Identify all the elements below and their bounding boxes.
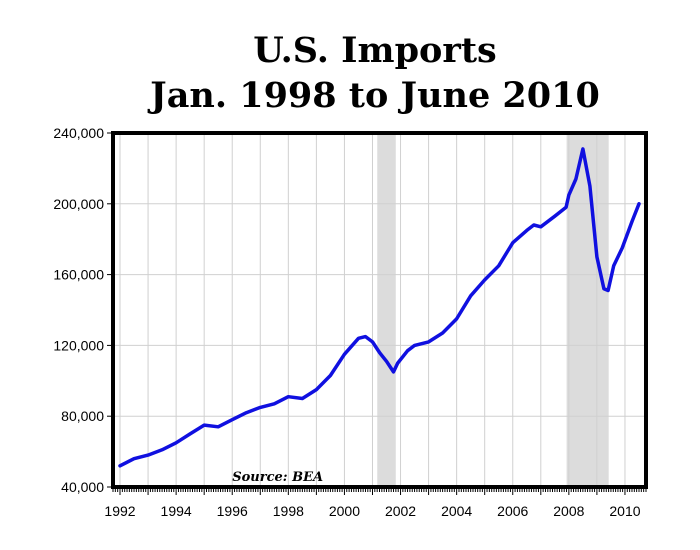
x-tick-label: 2008 xyxy=(553,503,584,519)
y-tick-label: 160,000 xyxy=(53,267,104,283)
y-tick-label: 240,000 xyxy=(53,125,104,141)
chart-title-line-1: U.S. Imports xyxy=(253,30,497,71)
recession-band-1 xyxy=(566,133,609,487)
plot-frame xyxy=(111,131,648,489)
x-tick-label: 1994 xyxy=(161,503,192,519)
y-tick-label: 120,000 xyxy=(53,337,104,353)
x-tick-label: 2002 xyxy=(385,503,416,519)
x-tick-label: 1992 xyxy=(104,503,135,519)
x-tick-label: 1998 xyxy=(273,503,304,519)
series-line-imports xyxy=(118,147,641,468)
x-tick-label: 2004 xyxy=(441,503,472,519)
x-tick-label: 2000 xyxy=(329,503,360,519)
y-tick-label: 80,000 xyxy=(61,408,104,424)
x-tick-label: 2010 xyxy=(609,503,640,519)
x-tick-label: 2006 xyxy=(497,503,528,519)
recession-band-0 xyxy=(377,133,396,487)
y-tick-label: 200,000 xyxy=(53,196,104,212)
y-tick-label: 40,000 xyxy=(61,479,104,495)
chart-title-line-2: Jan. 1998 to June 2010 xyxy=(150,75,600,116)
source-annotation: Source: BEA xyxy=(232,470,323,485)
x-tick-label: 1996 xyxy=(217,503,248,519)
chart-title: U.S. Imports Jan. 1998 to June 2010 xyxy=(0,28,700,118)
